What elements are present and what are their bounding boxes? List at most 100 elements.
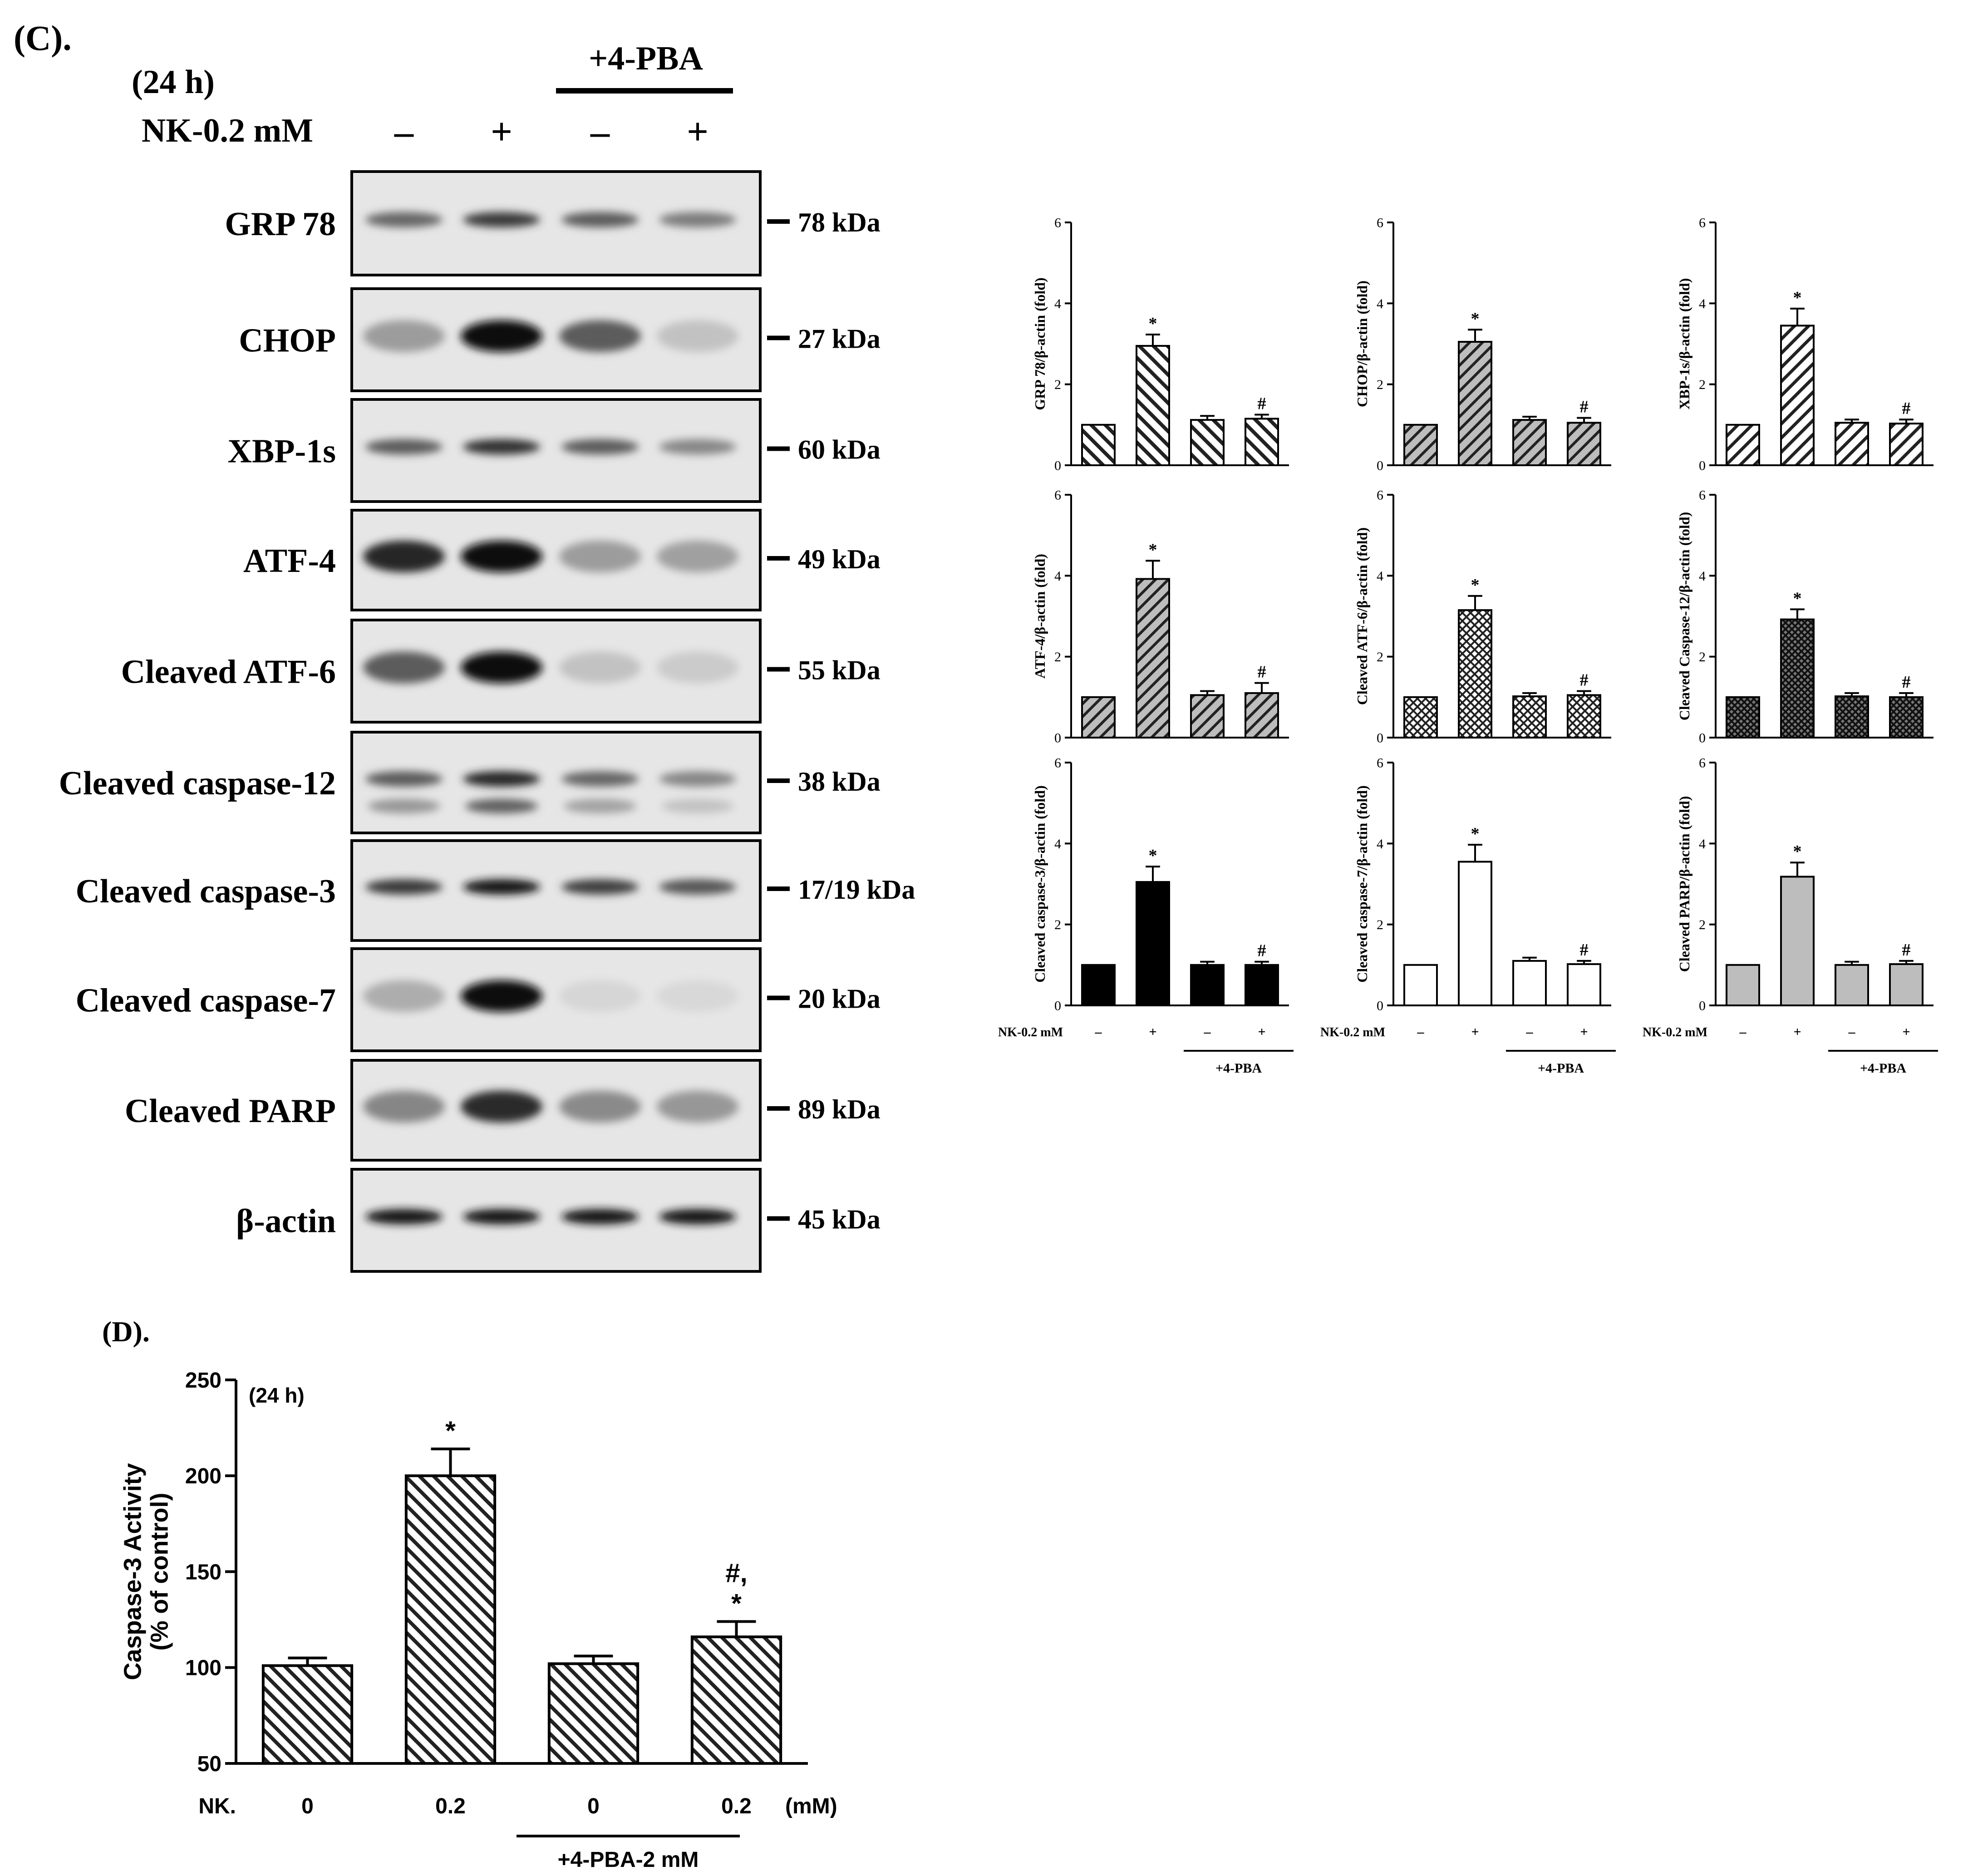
blot-band-lower xyxy=(465,799,538,813)
y-tick-label: 200 xyxy=(185,1464,221,1488)
blot-band xyxy=(559,980,641,1012)
bar xyxy=(1567,963,1601,1007)
blot-band xyxy=(659,1209,736,1225)
significance-mark: * xyxy=(1149,314,1157,333)
x-lane-sign: + xyxy=(1580,1024,1588,1039)
y-tick-label: 0 xyxy=(1054,731,1061,746)
blot-kda-label: 45 kDa xyxy=(798,1205,881,1235)
chart-xbp-1s-beta-actin-fold: 0 2 4 6 XBP-1s/β-actin (fold) * # xyxy=(1676,216,1933,473)
blot-band xyxy=(463,771,540,787)
blot-panel-cleaved-caspase-3: Cleaved caspase-3 17/19 kDa xyxy=(76,839,915,942)
x-lane-sign: – xyxy=(1095,1024,1102,1039)
blot-kda-label: 78 kDa xyxy=(798,207,881,237)
y-tick-label: 0 xyxy=(1699,999,1706,1014)
chart-caspase-3-activity: 50 100 150 200 250 Caspase-3 Activity(% of co… xyxy=(119,1369,837,1872)
x-lane-sign: – xyxy=(1417,1024,1425,1039)
bar xyxy=(1567,694,1601,739)
y-tick-label: 2 xyxy=(1054,377,1061,392)
bar xyxy=(1245,692,1279,739)
bar xyxy=(1458,861,1492,1007)
y-tick-label: 6 xyxy=(1377,488,1383,503)
y-tick-label: 4 xyxy=(1377,837,1383,852)
bar xyxy=(1889,963,1924,1007)
blot-band xyxy=(365,879,443,895)
blot-band xyxy=(463,439,540,455)
bar xyxy=(1458,609,1492,739)
y-tick-label: 2 xyxy=(1699,377,1706,392)
blot-band xyxy=(363,1091,445,1123)
x-treatment-label: NK-0.2 mM xyxy=(998,1025,1063,1039)
x-tick-label: 0.2 xyxy=(435,1794,466,1818)
chart-grp-78-beta-actin-fold: 0 2 4 6 GRP 78/β-actin (fold) * # xyxy=(1032,216,1289,473)
blot-protein-label: XBP-1s xyxy=(228,433,336,470)
bar xyxy=(1512,695,1547,739)
blot-band-lower xyxy=(564,799,636,813)
significance-mark: * xyxy=(1793,589,1802,608)
blot-band xyxy=(363,651,445,684)
blot-lane-signs: – + – + xyxy=(394,111,708,153)
blot-protein-label: Cleaved caspase-12 xyxy=(59,765,336,802)
y-tick-label: 6 xyxy=(1377,756,1383,771)
bar xyxy=(1458,341,1492,467)
blot-band xyxy=(461,1091,542,1123)
blot-protein-label: ATF-4 xyxy=(243,542,336,580)
y-tick-label: 6 xyxy=(1699,216,1706,231)
blot-band xyxy=(659,439,736,455)
bar xyxy=(1081,423,1116,466)
bar xyxy=(1780,618,1815,739)
blot-band xyxy=(461,541,542,572)
significance-mark: # xyxy=(1580,398,1589,417)
blot-band xyxy=(365,1209,443,1225)
blot-band xyxy=(657,320,738,352)
x-tick-label: 0 xyxy=(301,1794,314,1818)
blot-band xyxy=(559,541,641,572)
bar xyxy=(1136,881,1170,1006)
bar xyxy=(1403,696,1438,739)
significance-mark: #, xyxy=(725,1559,747,1588)
significance-mark: * xyxy=(1149,540,1157,559)
x-lane-sign: + xyxy=(1902,1024,1910,1039)
chart-cleaved-caspase-12-beta-actin-fold: 0 2 4 6 Cleaved Caspase-12/β-actin (fold) * # xyxy=(1676,488,1933,746)
blot-band xyxy=(657,541,738,572)
bar xyxy=(1403,423,1438,466)
bar xyxy=(1190,964,1225,1006)
blot-pba-label: +4-PBA xyxy=(589,40,703,77)
x-lane-sign: + xyxy=(1149,1024,1156,1039)
x-lane-sign: – xyxy=(1848,1024,1856,1039)
significance-mark: * xyxy=(445,1416,456,1446)
y-axis-label: Cleaved caspase-7/β-actin (fold) xyxy=(1354,785,1370,983)
blot-band xyxy=(561,771,639,787)
blot-protein-label: β-actin xyxy=(236,1203,336,1240)
blot-lane-sign: – xyxy=(590,111,610,153)
y-tick-label: 2 xyxy=(1699,650,1706,665)
x-lane-sign: + xyxy=(1471,1024,1479,1039)
y-tick-label: 2 xyxy=(1699,917,1706,932)
western-blot: GRP 78 78 kDa CHOP 27 kDa XBP-1s 60 kDa ATF-4 4… xyxy=(59,170,915,1273)
y-tick-label: 0 xyxy=(1377,731,1383,746)
blot-time-label: (24 h) xyxy=(132,64,215,101)
significance-mark: * xyxy=(1471,576,1480,595)
bar xyxy=(1780,325,1815,466)
x-lane-sign: + xyxy=(1793,1024,1801,1039)
significance-mark: # xyxy=(1258,663,1266,682)
x-unit-label: (mM) xyxy=(785,1794,837,1818)
blot-band xyxy=(463,212,540,227)
blot-treatment-label: NK-0.2 mM xyxy=(142,112,313,149)
blot-protein-label: Cleaved caspase-7 xyxy=(76,982,336,1019)
bar xyxy=(1245,418,1279,466)
chart-annotation: (24 h) xyxy=(249,1384,305,1407)
pba-group-label: +4-PBA-2 mM xyxy=(558,1848,699,1872)
chart-cleaved-parp-beta-actin-fold: 0 2 4 6 Cleaved PARP/β-actin (fold) * # NK-0.2 … xyxy=(1643,756,1938,1076)
pba-group-label: +4-PBA xyxy=(1860,1061,1906,1076)
blot-band xyxy=(363,980,445,1012)
blot-kda-label: 55 kDa xyxy=(798,655,881,685)
bar xyxy=(1726,964,1760,1006)
x-treatment-label: NK-0.2 mM xyxy=(1643,1025,1707,1039)
significance-mark: * xyxy=(731,1589,742,1618)
bar xyxy=(1835,695,1869,739)
y-axis-label: Caspase-3 Activity(% of control) xyxy=(119,1463,173,1680)
blot-panel-cleaved-atf-6: Cleaved ATF-6 55 kDa xyxy=(121,619,881,724)
blot-band xyxy=(559,320,641,352)
bar xyxy=(1512,419,1547,467)
